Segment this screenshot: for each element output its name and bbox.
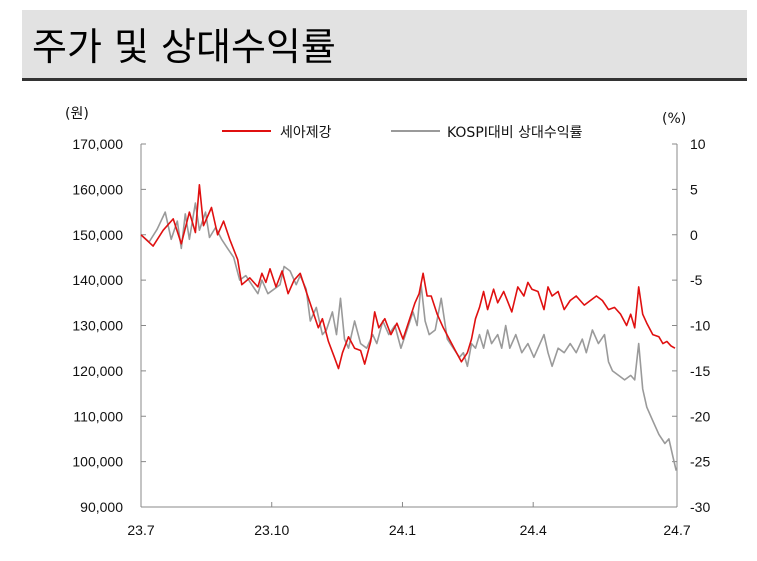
- left-unit-label: (원): [65, 106, 89, 122]
- series-line-0: [140, 184, 676, 370]
- legend: 세아제강 KOSPI대비 상대수익률: [222, 125, 583, 141]
- right-tick-label: -15: [690, 363, 710, 379]
- series-line-1: [140, 202, 677, 471]
- legend-label-0: 세아제강: [280, 125, 332, 141]
- title-bar: 주가 및 상대수익률: [22, 10, 747, 78]
- left-tick-label: 100,000: [72, 454, 123, 470]
- x-tick-label: 24.4: [520, 522, 547, 538]
- left-tick-label: 160,000: [72, 181, 123, 197]
- x-tick-label: 23.10: [254, 522, 289, 538]
- right-unit-label: (%): [662, 111, 686, 127]
- right-tick-label: -20: [690, 408, 710, 424]
- right-tick-label: -5: [690, 272, 703, 288]
- right-tick-label: 0: [690, 227, 698, 243]
- right-tick-label: -25: [690, 454, 710, 470]
- x-tick-label: 24.1: [389, 522, 416, 538]
- right-tick-label: -10: [690, 318, 710, 334]
- right-axis-group: -30 -25 -20 -15 -10 -5 0 5 10: [672, 136, 710, 515]
- left-tick-label: 110,000: [73, 408, 123, 424]
- left-tick-label: 90,000: [80, 499, 123, 515]
- left-tick-label: 120,000: [72, 363, 123, 379]
- legend-label-1: KOSPI대비 상대수익률: [447, 125, 583, 141]
- right-tick-label: 5: [690, 181, 698, 197]
- left-tick-label: 170,000: [72, 136, 123, 152]
- x-axis-group: 23.7 23.10 24.1 24.4 24.7: [127, 502, 691, 538]
- right-tick-label: -30: [690, 499, 710, 515]
- left-tick-label: 150,000: [72, 227, 123, 243]
- x-tick-label: 24.7: [663, 522, 690, 538]
- title-rule: [22, 78, 747, 81]
- left-axis-group: 90,000 100,000 110,000 120,000 130,000 140,00…: [72, 136, 146, 515]
- x-tick-label: 23.7: [127, 522, 154, 538]
- left-tick-label: 130,000: [72, 318, 123, 334]
- left-tick-label: 140,000: [72, 272, 123, 288]
- series-group: [140, 184, 677, 471]
- right-tick-label: 10: [690, 136, 706, 152]
- chart-title: 주가 및 상대수익률: [32, 25, 336, 69]
